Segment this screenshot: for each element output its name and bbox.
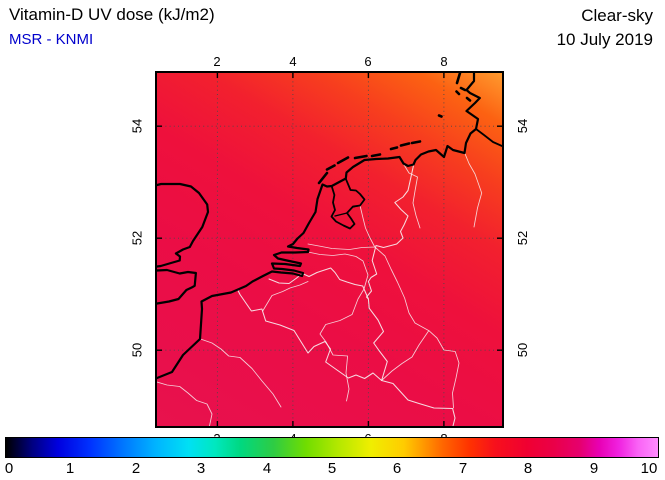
lat-tick-label: 50 [129, 342, 145, 358]
colorbar-tick-label: 3 [196, 460, 206, 477]
islands-group [317, 73, 472, 185]
colorbar-tick-label: 10 [640, 460, 658, 477]
colorbar-tick-label: 9 [589, 460, 599, 477]
lat-tick-label: 52 [514, 230, 530, 246]
lat-tick-label: 54 [514, 118, 530, 134]
header-right: Clear-sky 10 July 2019 [557, 4, 653, 52]
page-title: Vitamin-D UV dose (kJ/m2) [9, 5, 215, 24]
lat-tick-label: 52 [129, 230, 145, 246]
lon-tick-label: 2 [213, 54, 221, 69]
colorbar-tick-label: 7 [458, 460, 468, 477]
condition-label: Clear-sky [581, 6, 653, 25]
axis-ticks-group [157, 73, 502, 426]
colorbar-tick-label: 1 [65, 460, 75, 477]
lon-tick-label: 8 [440, 54, 448, 69]
colorbar-tick-label: 0 [4, 460, 14, 477]
source-label: MSR - KNMI [9, 31, 94, 48]
lon-tick-label: 4 [289, 54, 297, 69]
map-panel: 2 4 6 8 2 4 6 8 54 52 50 54 52 50 [130, 54, 530, 446]
lon-tick-label: 6 [364, 54, 372, 69]
gridlines-group [157, 73, 502, 426]
country-borders-group [237, 164, 456, 426]
map-graphics [157, 73, 502, 426]
colorbar-tick-label: 4 [262, 460, 272, 477]
lat-tick-label: 54 [129, 118, 145, 134]
lat-tick-label: 50 [514, 342, 530, 358]
colorbar-tick-label: 6 [392, 460, 402, 477]
colorbar-tick-label: 2 [131, 460, 141, 477]
coastline-group [157, 73, 502, 380]
colorbar-tick-label: 8 [523, 460, 533, 477]
colorbar [5, 437, 659, 458]
rivers-group [157, 152, 483, 426]
colorbar-tick-label: 5 [327, 460, 337, 477]
date-label: 10 July 2019 [556, 30, 653, 49]
